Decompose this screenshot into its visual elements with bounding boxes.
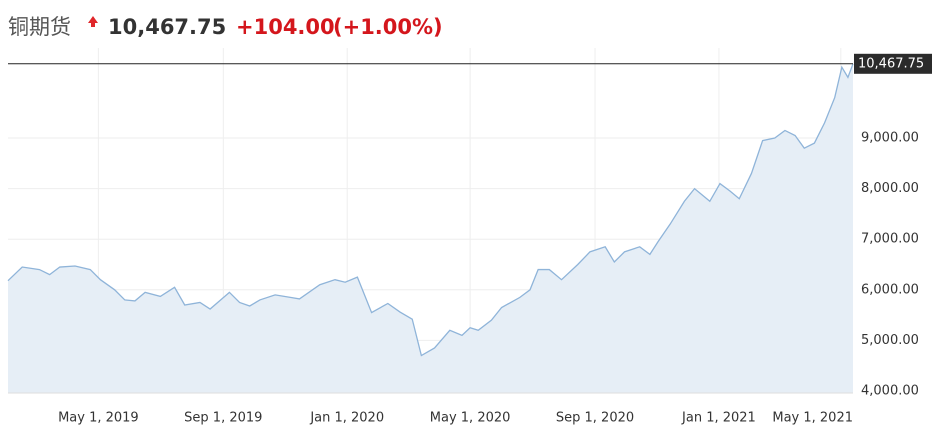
x-tick-label: May 1, 2020	[430, 411, 511, 426]
price-line	[7, 63, 854, 357]
instrument-name: 铜期货	[8, 15, 71, 39]
y-tick-label: 7,000.00	[861, 232, 919, 247]
x-tick-label: May 1, 2021	[772, 411, 853, 426]
last-price-tag	[854, 53, 932, 74]
x-tick-label: Jan 1, 2021	[681, 411, 756, 426]
y-tick-label: 4,000.00	[861, 383, 919, 398]
x-tick-label: Sep 1, 2020	[556, 411, 634, 426]
y-tick-label: 6,000.00	[861, 282, 919, 297]
y-tick-label: 9,000.00	[861, 131, 919, 146]
up-arrow	[88, 16, 98, 27]
x-tick-label: Sep 1, 2019	[184, 411, 262, 426]
change-pct: (+1.00%)	[333, 15, 443, 39]
change: +104.00	[236, 15, 335, 39]
y-tick-label: 8,000.00	[861, 181, 919, 196]
last-price-label: 10,467.75	[858, 56, 924, 71]
area	[8, 63, 853, 394]
price: 10,467.75	[108, 15, 226, 39]
x-tick-label: Jan 1, 2020	[309, 411, 384, 426]
y-tick-label: 5,000.00	[861, 333, 919, 348]
x-tick-label: May 1, 2019	[58, 411, 139, 426]
